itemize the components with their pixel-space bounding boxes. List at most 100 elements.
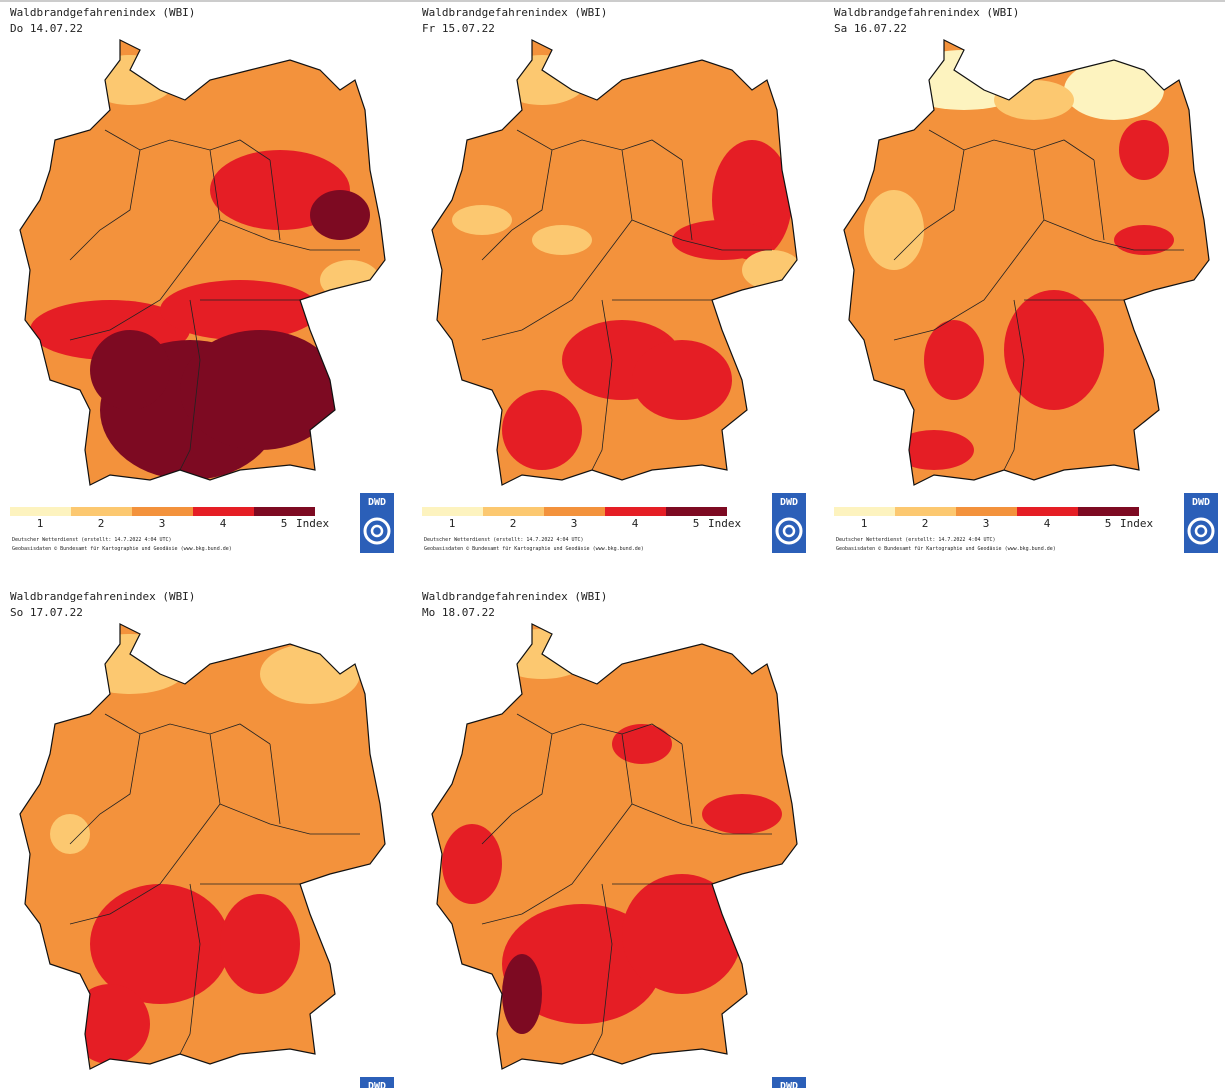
- dwd-logo: DWD: [360, 1077, 394, 1088]
- country-outline: [431, 623, 798, 1070]
- panel-title: Waldbrandgefahrenindex (WBI): [422, 590, 607, 603]
- panel-date: Fr 15.07.22: [422, 22, 495, 35]
- logo-text: DWD: [780, 497, 798, 508]
- legend-swatch: [956, 507, 1017, 516]
- credit-line: Deutscher Wetterdienst (erstellt: 14.7.2…: [12, 537, 172, 543]
- risk-area: [622, 874, 742, 994]
- risk-area: [612, 724, 672, 764]
- risk-area: [260, 644, 360, 704]
- panels: Waldbrandgefahrenindex (WBI) Do 14.07.22 1…: [10, 6, 1218, 1088]
- legend-swatch: [544, 507, 605, 516]
- dwd-logo: DWD: [360, 493, 394, 553]
- map-panel: Waldbrandgefahrenindex (WBI) Mo 18.07.22 D…: [422, 590, 806, 1088]
- legend-swatch: [666, 507, 727, 516]
- risk-area: [452, 205, 512, 235]
- legend-swatch: [71, 507, 132, 516]
- risk-area: [1119, 120, 1169, 180]
- map-panel: Waldbrandgefahrenindex (WBI) Sa 16.07.22 1…: [834, 6, 1218, 553]
- logo-spiral: [775, 517, 803, 545]
- legend-unit: Index: [296, 517, 329, 530]
- state-borders: [69, 129, 360, 471]
- risk-area: [180, 330, 340, 450]
- logo-spiral: [1187, 517, 1215, 545]
- legend-swatch: [193, 507, 254, 516]
- legend-label: 3: [571, 517, 578, 530]
- logo-box: [772, 1077, 806, 1088]
- logo-text: DWD: [368, 497, 386, 508]
- panel-date: So 17.07.22: [10, 606, 83, 619]
- legend-label: 1: [449, 517, 456, 530]
- map-panel: Waldbrandgefahrenindex (WBI) Fr 15.07.22 1…: [422, 6, 806, 553]
- panel-date: Do 14.07.22: [10, 22, 83, 35]
- legend-label: 4: [220, 517, 227, 530]
- risk-area: [502, 954, 542, 1034]
- legend-label: 2: [922, 517, 929, 530]
- legend-label: 3: [983, 517, 990, 530]
- risk-area: [85, 55, 175, 105]
- state-borders: [69, 713, 360, 1055]
- dwd-logo: DWD: [1184, 493, 1218, 553]
- risk-area: [320, 260, 380, 300]
- panel-title: Waldbrandgefahrenindex (WBI): [422, 6, 607, 19]
- panel-date: Sa 16.07.22: [834, 22, 907, 35]
- country-outline: [431, 39, 798, 486]
- risk-area: [160, 280, 320, 340]
- country-outline: [19, 623, 386, 1070]
- legend-label: 4: [1044, 517, 1051, 530]
- credit-line: Deutscher Wetterdienst (erstellt: 14.7.2…: [424, 537, 584, 543]
- state-borders: [893, 129, 1184, 471]
- legend-label: 2: [510, 517, 517, 530]
- logo-text: DWD: [780, 1081, 798, 1088]
- risk-area: [894, 430, 974, 470]
- risk-area: [1004, 290, 1104, 410]
- legend-label: 5: [281, 517, 288, 530]
- risk-area: [502, 390, 582, 470]
- risk-area: [1114, 225, 1174, 255]
- risk-area: [532, 225, 592, 255]
- logo-spiral: [370, 524, 384, 538]
- logo-spiral: [1194, 524, 1208, 538]
- logo-box: [360, 1077, 394, 1088]
- legend-swatch: [132, 507, 193, 516]
- country-outline: [843, 39, 1210, 486]
- logo-text: DWD: [368, 1081, 386, 1088]
- map: [20, 624, 385, 1069]
- credit-line: Geobasisdaten © Bundesamt für Kartograph…: [424, 546, 644, 552]
- legend-swatch: [483, 507, 544, 516]
- risk-area: [442, 824, 502, 904]
- legend-swatch: [1078, 507, 1139, 516]
- risk-area: [90, 330, 170, 410]
- risk-area: [924, 320, 984, 400]
- credit-line: Geobasisdaten © Bundesamt für Kartograph…: [12, 546, 232, 552]
- risk-area: [50, 814, 90, 854]
- risk-area: [864, 190, 924, 270]
- logo-spiral: [782, 524, 796, 538]
- legend-label: 4: [632, 517, 639, 530]
- panel-title: Waldbrandgefahrenindex (WBI): [10, 6, 195, 19]
- legend-label: 5: [1105, 517, 1112, 530]
- credit-line: Geobasisdaten © Bundesamt für Kartograph…: [836, 546, 1056, 552]
- legend-label: 5: [693, 517, 700, 530]
- risk-area: [70, 634, 190, 694]
- panel-title: Waldbrandgefahrenindex (WBI): [834, 6, 1019, 19]
- risk-area: [310, 190, 370, 240]
- risk-area: [994, 80, 1074, 120]
- map: [432, 40, 797, 485]
- legend-label: 1: [37, 517, 44, 530]
- map: [432, 624, 797, 1069]
- map-panel: Waldbrandgefahrenindex (WBI) Do 14.07.22 1…: [10, 6, 394, 553]
- risk-area: [1064, 60, 1164, 120]
- legend-swatch: [895, 507, 956, 516]
- legend-swatch: [254, 507, 315, 516]
- risk-area: [632, 340, 732, 420]
- dwd-logo: DWD: [772, 493, 806, 553]
- dwd-logo: DWD: [772, 1077, 806, 1088]
- risk-area: [702, 794, 782, 834]
- legend-label: 2: [98, 517, 105, 530]
- map: [844, 40, 1209, 485]
- legend-unit: Index: [708, 517, 741, 530]
- panel-title: Waldbrandgefahrenindex (WBI): [10, 590, 195, 603]
- risk-area: [742, 250, 797, 290]
- legend-swatch: [422, 507, 483, 516]
